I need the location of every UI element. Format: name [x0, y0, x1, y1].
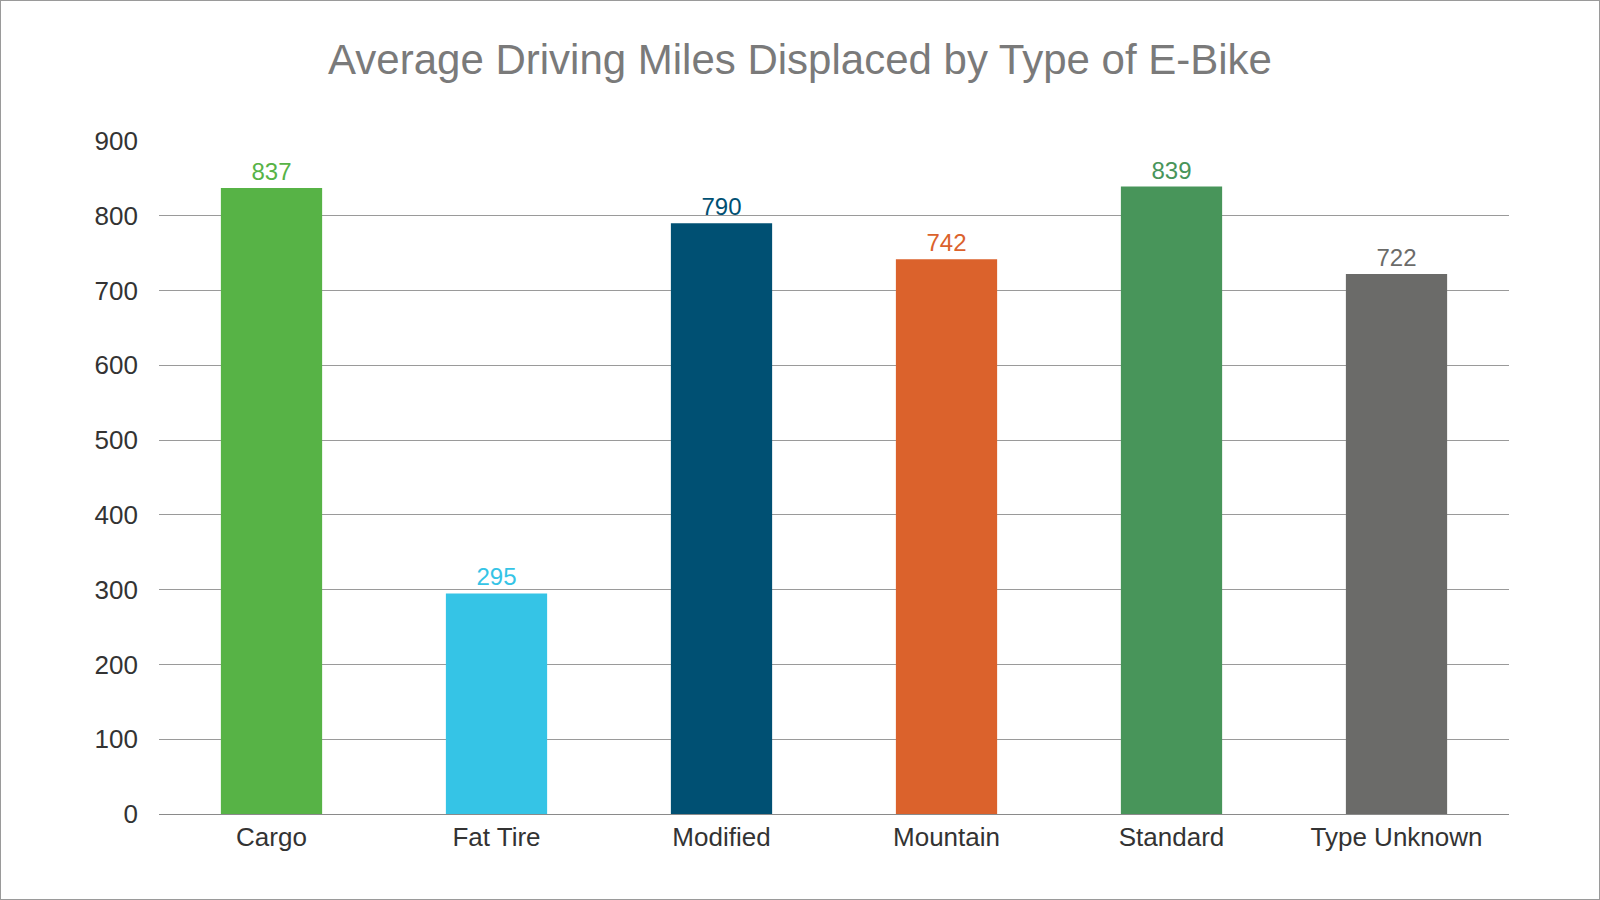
- svg-text:790: 790: [701, 193, 741, 220]
- svg-text:900: 900: [95, 126, 138, 156]
- svg-text:722: 722: [1376, 244, 1416, 271]
- svg-text:800: 800: [95, 201, 138, 231]
- svg-text:839: 839: [1151, 157, 1191, 184]
- svg-text:100: 100: [95, 724, 138, 754]
- svg-text:500: 500: [95, 425, 138, 455]
- svg-text:Standard: Standard: [1119, 822, 1225, 852]
- svg-text:0: 0: [124, 799, 138, 829]
- svg-text:Cargo: Cargo: [236, 822, 307, 852]
- svg-text:Average Driving Miles Displace: Average Driving Miles Displaced by Type …: [328, 36, 1272, 83]
- svg-text:700: 700: [95, 276, 138, 306]
- svg-text:742: 742: [926, 229, 966, 256]
- svg-text:Fat Tire: Fat Tire: [452, 822, 540, 852]
- svg-text:200: 200: [95, 650, 138, 680]
- svg-text:Mountain: Mountain: [893, 822, 1000, 852]
- svg-text:600: 600: [95, 350, 138, 380]
- svg-text:400: 400: [95, 500, 138, 530]
- svg-text:300: 300: [95, 575, 138, 605]
- svg-text:295: 295: [476, 563, 516, 590]
- svg-text:Modified: Modified: [672, 822, 770, 852]
- svg-text:Type Unknown: Type Unknown: [1311, 822, 1483, 852]
- svg-text:837: 837: [251, 158, 291, 185]
